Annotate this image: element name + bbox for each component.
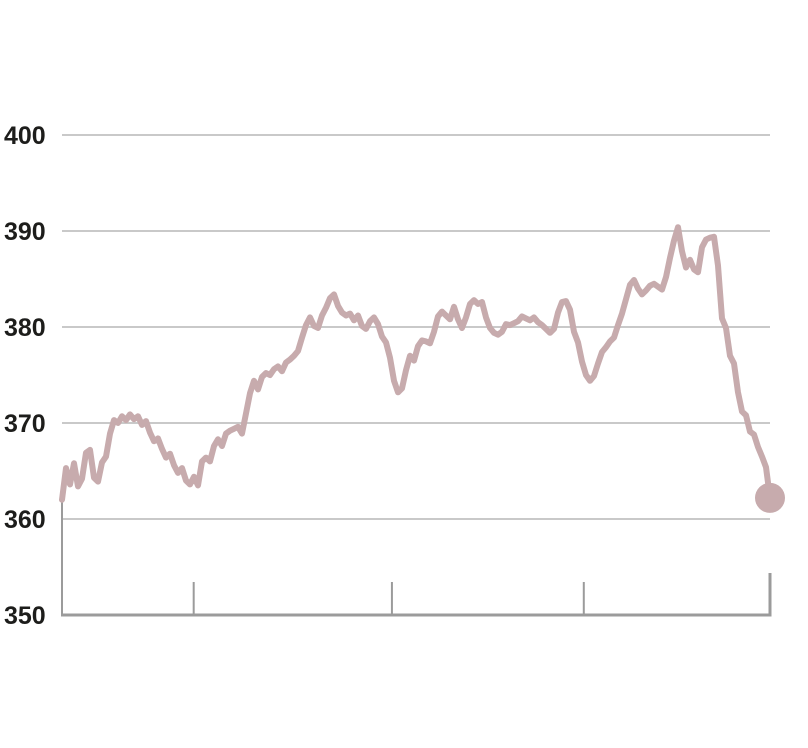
price-line: [59, 224, 773, 503]
y-axis-label-360: 360: [4, 506, 46, 534]
y-axis-label-380: 380: [4, 314, 46, 342]
latest-point-dot: [755, 482, 785, 513]
y-axis-label-400: 400: [4, 122, 46, 150]
y-axis-label-370: 370: [4, 410, 46, 438]
y-axis-label-390: 390: [4, 218, 46, 246]
y-axis-label-350: 350: [4, 602, 46, 630]
